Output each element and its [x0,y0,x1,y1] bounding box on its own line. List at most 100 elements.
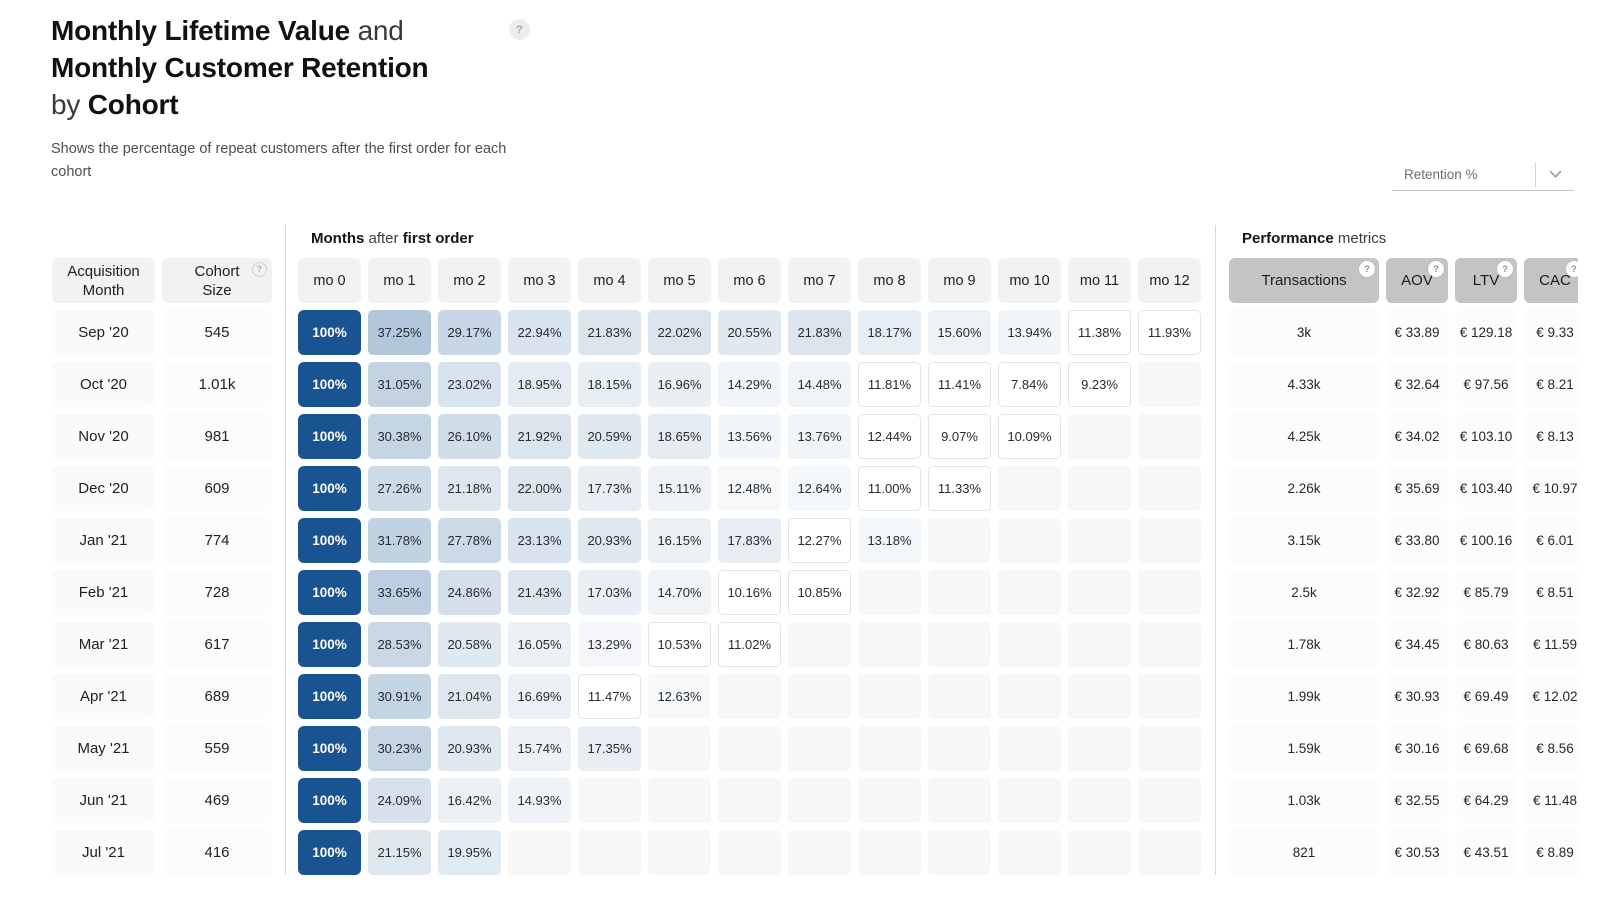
retention-cell[interactable]: 21.83% [578,310,641,355]
retention-cell[interactable]: 23.02% [438,362,501,407]
aov-value[interactable]: € 34.45 [1386,622,1448,667]
chevron-down-icon[interactable] [1536,170,1574,179]
cac-value[interactable]: € 8.21 [1524,362,1578,407]
retention-cell[interactable]: 100% [298,362,361,407]
ltv-value[interactable]: € 69.68 [1455,726,1517,771]
retention-cell[interactable]: 26.10% [438,414,501,459]
retention-cell[interactable]: 9.23% [1068,362,1131,407]
retention-cell[interactable]: 16.05% [508,622,571,667]
retention-cell[interactable]: 12.27% [788,518,851,563]
retention-cell[interactable]: 20.55% [718,310,781,355]
retention-cell[interactable]: 17.83% [718,518,781,563]
transactions-value[interactable]: 1.03k [1229,778,1379,823]
retention-cell[interactable]: 11.00% [858,466,921,511]
retention-cell[interactable]: 9.07% [928,414,991,459]
ltv-value[interactable]: € 129.18 [1455,310,1517,355]
cac-value[interactable]: € 8.56 [1524,726,1578,771]
metric-help-icon[interactable]: ? [1566,261,1578,277]
cac-value[interactable]: € 11.59 [1524,622,1578,667]
aov-value[interactable]: € 35.69 [1386,466,1448,511]
retention-cell[interactable]: 100% [298,778,361,823]
retention-cell[interactable]: 23.13% [508,518,571,563]
retention-cell[interactable]: 13.94% [998,310,1061,355]
retention-cell[interactable]: 22.00% [508,466,571,511]
transactions-value[interactable]: 2.26k [1229,466,1379,511]
metric-help-icon[interactable]: ? [1497,261,1513,277]
aov-value[interactable]: € 32.55 [1386,778,1448,823]
transactions-value[interactable]: 2.5k [1229,570,1379,615]
retention-cell[interactable]: 29.17% [438,310,501,355]
retention-cell[interactable]: 12.44% [858,414,921,459]
ltv-value[interactable]: € 85.79 [1455,570,1517,615]
retention-cell[interactable]: 37.25% [368,310,431,355]
transactions-value[interactable]: 4.33k [1229,362,1379,407]
retention-cell[interactable]: 11.02% [718,622,781,667]
aov-value[interactable]: € 33.89 [1386,310,1448,355]
retention-cell[interactable]: 10.09% [998,414,1061,459]
retention-cell[interactable]: 20.58% [438,622,501,667]
aov-value[interactable]: € 32.92 [1386,570,1448,615]
title-help-icon[interactable]: ? [509,19,530,40]
retention-cell[interactable]: 21.15% [368,830,431,875]
aov-value[interactable]: € 33.80 [1386,518,1448,563]
cac-value[interactable]: € 8.13 [1524,414,1578,459]
retention-cell[interactable]: 16.42% [438,778,501,823]
transactions-value[interactable]: 3k [1229,310,1379,355]
retention-cell[interactable]: 100% [298,570,361,615]
retention-cell[interactable]: 7.84% [998,362,1061,407]
retention-cell[interactable]: 20.93% [578,518,641,563]
retention-cell[interactable]: 17.03% [578,570,641,615]
retention-cell[interactable]: 19.95% [438,830,501,875]
retention-cell[interactable]: 11.41% [928,362,991,407]
retention-cell[interactable]: 30.38% [368,414,431,459]
retention-cell[interactable]: 22.94% [508,310,571,355]
retention-cell[interactable]: 14.48% [788,362,851,407]
retention-cell[interactable]: 16.96% [648,362,711,407]
retention-cell[interactable]: 100% [298,466,361,511]
retention-cell[interactable]: 27.26% [368,466,431,511]
retention-cell[interactable]: 100% [298,414,361,459]
retention-cell[interactable]: 100% [298,830,361,875]
retention-cell[interactable]: 10.16% [718,570,781,615]
retention-cell[interactable]: 33.65% [368,570,431,615]
ltv-value[interactable]: € 97.56 [1455,362,1517,407]
ltv-value[interactable]: € 103.40 [1455,466,1517,511]
cac-value[interactable]: € 9.33 [1524,310,1578,355]
metric-help-icon[interactable]: ? [1428,261,1444,277]
retention-cell[interactable]: 15.11% [648,466,711,511]
cac-value[interactable]: € 8.89 [1524,830,1578,875]
retention-cell[interactable]: 22.02% [648,310,711,355]
retention-cell[interactable]: 15.74% [508,726,571,771]
retention-cell[interactable]: 27.78% [438,518,501,563]
ltv-value[interactable]: € 43.51 [1455,830,1517,875]
retention-cell[interactable]: 17.73% [578,466,641,511]
retention-cell[interactable]: 24.09% [368,778,431,823]
retention-cell[interactable]: 16.69% [508,674,571,719]
retention-cell[interactable]: 18.95% [508,362,571,407]
metric-select-dropdown[interactable]: Retention % [1392,159,1574,191]
retention-cell[interactable]: 21.43% [508,570,571,615]
retention-cell[interactable]: 30.23% [368,726,431,771]
retention-cell[interactable]: 100% [298,674,361,719]
retention-cell[interactable]: 12.48% [718,466,781,511]
retention-cell[interactable]: 100% [298,726,361,771]
cac-value[interactable]: € 12.02 [1524,674,1578,719]
retention-cell[interactable]: 28.53% [368,622,431,667]
retention-cell[interactable]: 11.93% [1138,310,1201,355]
retention-cell[interactable]: 21.18% [438,466,501,511]
ltv-value[interactable]: € 69.49 [1455,674,1517,719]
retention-cell[interactable]: 14.70% [648,570,711,615]
transactions-value[interactable]: 1.99k [1229,674,1379,719]
transactions-value[interactable]: 1.78k [1229,622,1379,667]
retention-cell[interactable]: 100% [298,310,361,355]
retention-cell[interactable]: 13.56% [718,414,781,459]
transactions-value[interactable]: 4.25k [1229,414,1379,459]
retention-cell[interactable]: 16.15% [648,518,711,563]
retention-cell[interactable]: 17.35% [578,726,641,771]
retention-cell[interactable]: 18.17% [858,310,921,355]
retention-cell[interactable]: 10.53% [648,622,711,667]
transactions-value[interactable]: 1.59k [1229,726,1379,771]
cac-value[interactable]: € 11.48 [1524,778,1578,823]
retention-cell[interactable]: 13.29% [578,622,641,667]
retention-cell[interactable]: 31.05% [368,362,431,407]
